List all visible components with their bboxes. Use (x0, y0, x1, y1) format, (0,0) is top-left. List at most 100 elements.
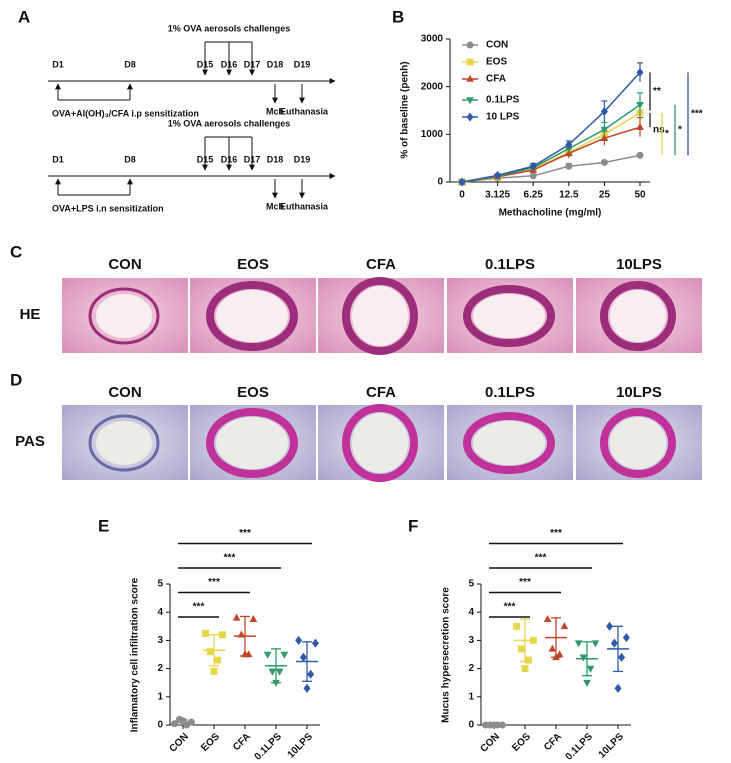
point (574, 640, 583, 648)
column-label: CON (108, 384, 141, 401)
airway-lumen (352, 413, 408, 473)
point (307, 669, 315, 679)
point (494, 170, 502, 180)
point (263, 651, 272, 659)
point (272, 679, 280, 687)
point (543, 615, 552, 623)
x-tick-label: 25 (599, 190, 611, 201)
x-tick-label: EOS (199, 731, 222, 754)
point (622, 633, 630, 643)
comparison-label: *** (519, 577, 531, 588)
day-label: D19 (294, 59, 311, 69)
y-tick-label: 0 (157, 720, 163, 731)
x-tick-label: 10LPS (597, 731, 627, 761)
panel-label: D (10, 370, 22, 389)
airway-wall (342, 277, 418, 355)
point (268, 668, 277, 676)
column-label: EOS (237, 384, 269, 401)
y-axis-label: % of baseline (penh) (400, 61, 411, 158)
point (466, 112, 474, 122)
y-tick-label: 2000 (421, 81, 444, 92)
x-tick-label: EOS (510, 731, 533, 754)
airway-lumen (352, 286, 408, 346)
micrograph (447, 278, 573, 353)
point (636, 67, 644, 77)
point (600, 133, 609, 141)
column-label: EOS (237, 256, 269, 273)
column-label: 0.1LPS (485, 256, 535, 273)
y-tick-label: 3 (468, 635, 474, 646)
x-tick-label: CFA (542, 731, 564, 753)
point (303, 683, 311, 693)
legend-label: 10 LPS (486, 112, 520, 123)
point (555, 650, 564, 658)
readout-label: Mch (266, 106, 284, 116)
point (466, 97, 474, 105)
significance-label: ** (653, 86, 661, 97)
day-label: D1 (52, 59, 64, 69)
comparison-label: *** (535, 553, 547, 564)
y-tick-label: 3000 (421, 34, 444, 45)
readout-label: Mch (266, 201, 284, 211)
day-label: D8 (124, 154, 136, 164)
y-axis-label: Mucus hypersecretion score (441, 587, 452, 723)
comparison-label: *** (239, 528, 251, 539)
x-axis-label: Methacholine (mg/ml) (499, 208, 602, 219)
comparison-label: *** (550, 528, 562, 539)
micrograph (318, 404, 444, 482)
point (636, 101, 644, 109)
y-tick-label: 5 (157, 579, 163, 590)
point (513, 622, 521, 630)
column-label: 10LPS (616, 384, 662, 401)
airway-wall (463, 412, 555, 474)
micrograph (576, 278, 702, 353)
airway-lumen (610, 417, 666, 469)
point (614, 683, 622, 693)
x-tick-label: CFA (231, 731, 253, 753)
airway-lumen (473, 421, 545, 465)
airway-lumen (96, 421, 152, 465)
point (466, 58, 474, 66)
point (606, 621, 614, 631)
column-label: 10LPS (616, 256, 662, 273)
series-line (461, 126, 641, 183)
point (275, 668, 284, 676)
point (210, 667, 218, 675)
point (295, 635, 303, 645)
airway-lumen (216, 417, 288, 469)
x-tick-label: 0.1LPS (564, 731, 596, 763)
y-tick-label: 3 (157, 635, 163, 646)
point (249, 615, 258, 623)
point (466, 41, 474, 49)
y-axis-label: Inflamatory cell infiltration score (130, 577, 141, 732)
y-tick-label: 0 (468, 720, 474, 731)
legend-label: 0.1LPS (486, 95, 520, 106)
comparison-label: *** (224, 553, 236, 564)
airway-lumen (610, 290, 666, 342)
panel-label: F (408, 516, 418, 535)
airway-wall (88, 287, 160, 345)
legend-label: CON (486, 40, 508, 51)
day-label: D18 (267, 154, 284, 164)
micrograph (447, 405, 573, 480)
x-tick-label: 50 (634, 190, 646, 201)
point (458, 177, 466, 187)
x-tick-label: 3.125 (485, 190, 510, 201)
point (560, 622, 569, 630)
airway-lumen (473, 294, 545, 338)
x-tick-label: 10LPS (286, 731, 316, 761)
airway-lumen (216, 290, 288, 342)
y-tick-label: 0 (437, 177, 443, 188)
point (525, 656, 533, 664)
x-tick-label: CON (478, 731, 502, 755)
sensitization-label: OVA+Al(OH)₃/CFA i.p sensitization (52, 108, 199, 118)
panel-label: B (392, 7, 404, 26)
day-label: D8 (124, 59, 136, 69)
x-tick-label: 6.25 (523, 190, 543, 201)
airway-wall (463, 285, 555, 347)
y-tick-label: 1 (157, 691, 163, 702)
panel-label: E (98, 516, 109, 535)
point (591, 640, 600, 648)
row-label: PAS (15, 433, 45, 450)
